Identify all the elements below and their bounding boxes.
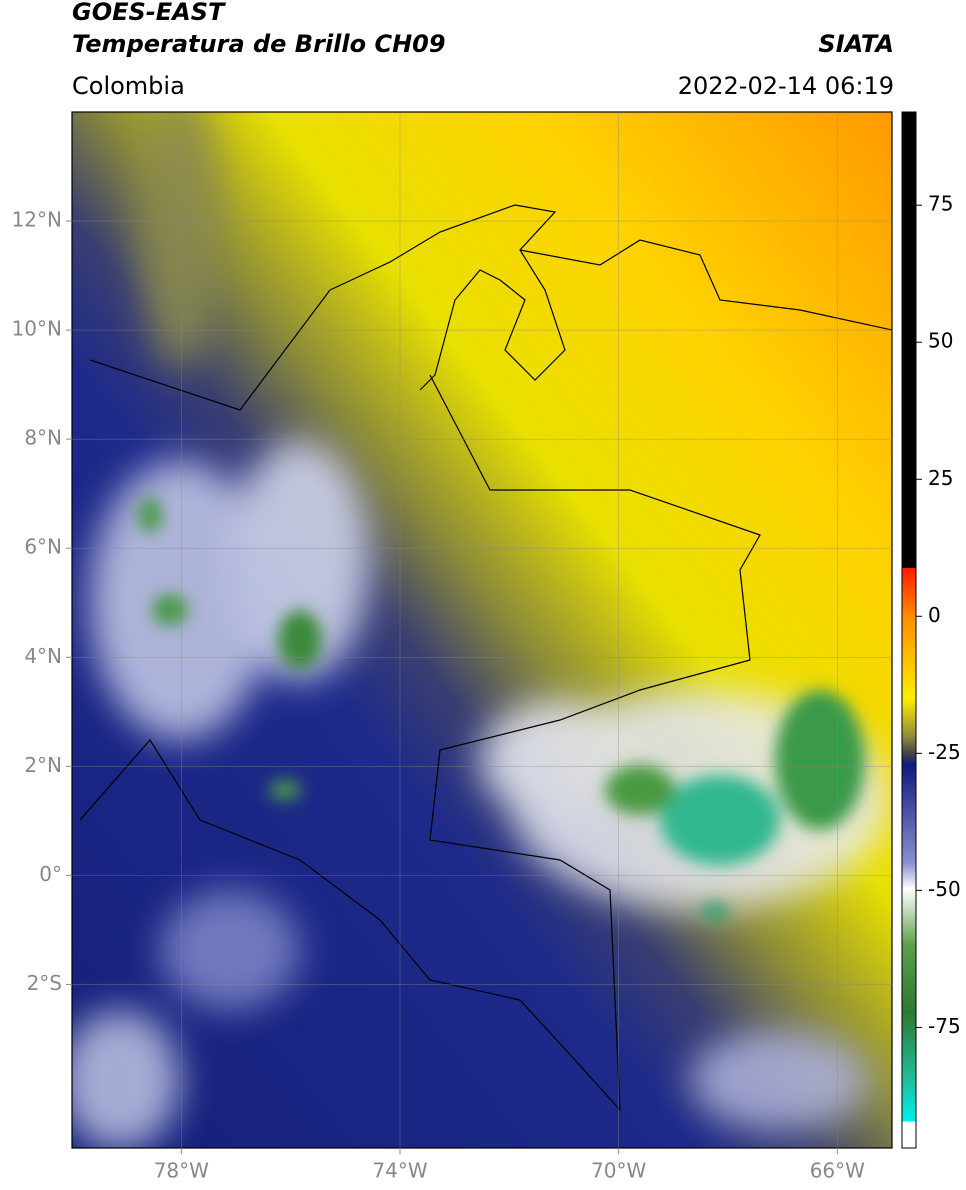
x-tick-label: 74°W	[372, 1159, 427, 1183]
colorbar-tick-label: -25	[928, 740, 961, 764]
colorbar-tick-label: 50	[928, 329, 953, 353]
y-tick-label: 2°N	[24, 753, 62, 777]
colorbar-tick-label: 0	[928, 603, 941, 627]
datetime: 2022-02-14 06:19	[677, 72, 894, 100]
x-tick-label: 66°W	[810, 1159, 865, 1183]
source: SIATA	[818, 30, 894, 58]
colorbar-tick-label: -50	[928, 877, 961, 901]
map-frame	[71, 111, 893, 1149]
y-tick-label: 10°N	[12, 317, 62, 341]
satellite-image	[72, 112, 892, 1148]
colorbar-tick-label: 25	[928, 466, 953, 490]
colorbar-tick-label: 75	[928, 192, 953, 216]
colorbar	[901, 111, 917, 1149]
y-tick-label: 12°N	[12, 208, 62, 232]
subtitle: Temperatura de Brillo CH09	[72, 30, 446, 58]
region: Colombia	[72, 72, 185, 100]
x-tick-label: 78°W	[154, 1159, 209, 1183]
y-tick-label: 0°	[39, 862, 62, 886]
colorbar-tick-label: -75	[928, 1014, 961, 1038]
y-tick-label: 4°N	[24, 644, 62, 668]
y-tick-label: 2°S	[27, 971, 62, 995]
y-tick-label: 6°N	[24, 535, 62, 559]
title: GOES-EAST	[72, 0, 225, 26]
y-tick-label: 8°N	[24, 426, 62, 450]
x-tick-label: 70°W	[591, 1159, 646, 1183]
